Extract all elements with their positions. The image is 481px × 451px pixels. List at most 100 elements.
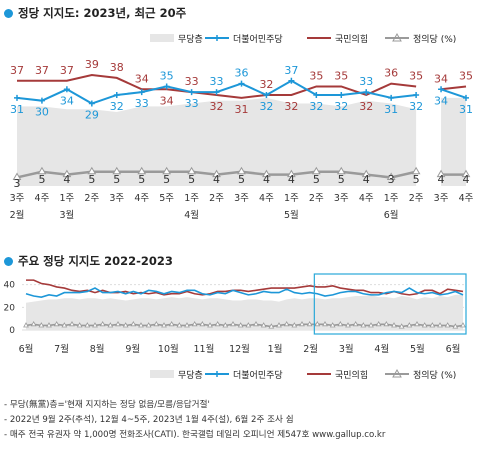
data-label-dem: 36 <box>235 67 249 80</box>
legend-label: 더불어민주당 <box>233 34 283 45</box>
x-tick-label: 4주 <box>259 193 274 204</box>
x-tick-label: 2주 <box>309 193 324 204</box>
point-justice <box>368 322 374 328</box>
point-justice <box>398 323 405 329</box>
point-justice <box>138 322 144 328</box>
data-label-ppp: 35 <box>459 69 473 82</box>
legend-marker <box>392 32 402 42</box>
data-label-justice: 5 <box>338 173 345 186</box>
point-dem <box>388 94 395 101</box>
data-label-justice: 4 <box>263 173 270 186</box>
point-justice <box>437 322 443 328</box>
point-justice <box>12 172 22 180</box>
point-justice <box>337 321 344 327</box>
point-justice <box>153 321 160 327</box>
data-label-dem: 32 <box>259 100 273 113</box>
footnote: - 무당(無黨)층='현재 지지하는 정당 없음/모름/응답거절' <box>4 400 210 410</box>
point-justice <box>391 322 397 328</box>
series-line-dem <box>440 88 467 99</box>
series-line-justice <box>25 323 464 328</box>
data-label-justice: 5 <box>413 173 420 186</box>
chart2-title: 주요 정당 지지도 2022-2023 <box>4 253 173 269</box>
x-tick-label: 1주 <box>284 193 299 204</box>
x-month-label: 2월 <box>303 343 318 355</box>
data-label-ppp: 35 <box>409 69 423 82</box>
x-month-label: 5월 <box>284 209 299 221</box>
data-label-ppp: 35 <box>309 69 323 82</box>
point-dem <box>213 89 220 96</box>
point-justice <box>176 322 183 328</box>
data-label-ppp: 39 <box>85 58 99 71</box>
x-tick-label: 1주 <box>59 193 74 204</box>
data-label-justice: 5 <box>88 173 95 186</box>
x-tick-label: 2주 <box>209 193 224 204</box>
point-justice <box>230 321 236 327</box>
area-nonpartisan <box>17 97 417 186</box>
point-justice <box>345 322 351 328</box>
point-justice <box>245 322 252 328</box>
x-tick-label: 1주 <box>384 193 399 204</box>
data-label-justice: 3 <box>14 177 21 190</box>
point-justice <box>461 169 471 178</box>
footnotes: - 무당(無黨)층='현재 지지하는 정당 없음/모름/응답거절' - 2022… <box>4 398 385 443</box>
chart1-title-text: 정당 지지도: 2023년, 최근 20주 <box>18 6 187 20</box>
point-justice <box>30 321 37 327</box>
data-label-ppp: 33 <box>185 75 199 88</box>
data-label-ppp: 32 <box>259 78 273 91</box>
data-label-dem: 32 <box>110 100 124 113</box>
point-dem <box>463 94 469 101</box>
chart2-title-text: 주요 정당 지지도 2022-2023 <box>18 254 173 268</box>
bullet-icon <box>4 256 13 266</box>
point-justice <box>112 166 122 175</box>
point-justice <box>414 321 420 327</box>
point-justice <box>137 166 147 175</box>
series-line-ppp <box>440 85 467 91</box>
data-label-dem: 33 <box>135 97 149 110</box>
data-label-ppp: 34 <box>135 72 149 85</box>
point-justice <box>199 321 206 327</box>
data-label-ppp: 34 <box>160 94 174 107</box>
x-month-label: 6월 <box>384 209 399 221</box>
point-justice <box>130 321 137 327</box>
data-label-dem: 31 <box>10 103 24 116</box>
legend-label: 더불어민주당 <box>233 370 283 381</box>
point-justice <box>268 323 275 329</box>
point-justice <box>46 322 52 328</box>
point-dem <box>113 91 120 98</box>
x-month-label: 7월 <box>54 343 69 355</box>
point-justice <box>187 166 196 175</box>
data-label-ppp: 35 <box>334 69 348 82</box>
point-justice <box>23 322 29 328</box>
point-justice <box>92 322 98 328</box>
x-tick-label: 4주 <box>134 193 149 204</box>
point-dem <box>188 89 195 96</box>
data-label-justice: 5 <box>238 173 245 186</box>
data-label-justice: 4 <box>213 173 220 186</box>
x-month-label: 6월 <box>19 343 34 355</box>
x-tick-label: 3주 <box>434 193 449 204</box>
point-justice <box>222 322 229 328</box>
x-month-label: 4월 <box>374 343 389 355</box>
point-dem <box>238 80 245 87</box>
point-dem <box>38 97 45 104</box>
point-justice <box>421 322 428 328</box>
x-tick-label: 3주 <box>109 193 124 204</box>
x-tick-label: 2주 <box>84 193 99 204</box>
data-label-ppp: 32 <box>210 100 224 113</box>
data-label-dem: 34 <box>434 94 448 107</box>
x-month-label: 11월 <box>193 343 214 355</box>
point-justice <box>145 322 152 328</box>
point-dem <box>63 86 70 93</box>
x-month-label: 3월 <box>339 343 354 355</box>
point-dem <box>263 91 270 98</box>
data-label-dem: 33 <box>210 75 224 88</box>
point-justice <box>329 322 336 328</box>
data-label-justice: 5 <box>138 173 145 186</box>
data-label-justice: 3 <box>388 173 395 186</box>
x-tick-label: 3주 <box>234 193 249 204</box>
legend-swatch <box>150 34 174 42</box>
y-tick-label: 40 <box>4 281 16 291</box>
data-label-ppp: 37 <box>10 64 24 77</box>
legend-label: 무당층 <box>178 370 203 381</box>
